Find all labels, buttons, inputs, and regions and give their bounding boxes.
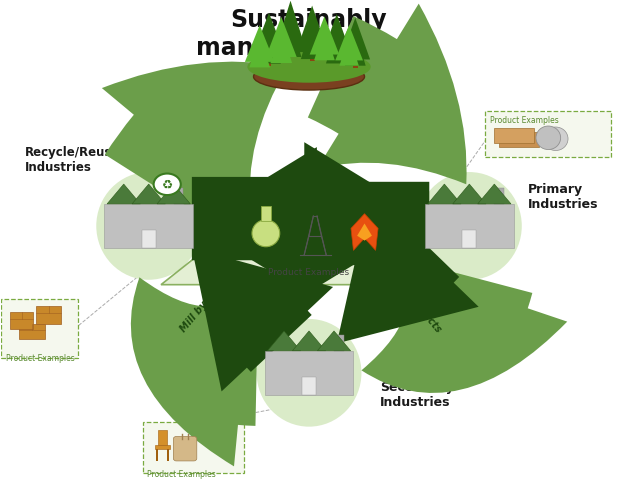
FancyBboxPatch shape (485, 111, 611, 158)
Text: Product Examples: Product Examples (147, 470, 216, 479)
Polygon shape (296, 5, 328, 52)
Polygon shape (252, 13, 286, 57)
Bar (19, 324, 45, 338)
Polygon shape (161, 167, 457, 285)
Bar (462, 230, 476, 248)
Polygon shape (326, 27, 348, 63)
Polygon shape (292, 331, 326, 351)
Bar (158, 430, 167, 445)
Ellipse shape (248, 51, 371, 82)
FancyBboxPatch shape (173, 436, 197, 461)
Ellipse shape (97, 172, 201, 280)
Polygon shape (340, 18, 370, 59)
Bar (142, 230, 155, 248)
Bar (495, 189, 504, 204)
Polygon shape (271, 29, 292, 63)
Polygon shape (132, 184, 165, 204)
Polygon shape (428, 184, 461, 204)
Bar (302, 377, 316, 395)
Ellipse shape (252, 220, 280, 246)
Ellipse shape (254, 63, 365, 90)
Polygon shape (157, 184, 190, 204)
Bar (267, 55, 271, 66)
Polygon shape (266, 17, 297, 57)
Text: Mill by-products: Mill by-products (378, 260, 443, 334)
Bar (167, 449, 169, 461)
Polygon shape (257, 26, 281, 64)
Ellipse shape (417, 172, 522, 280)
Ellipse shape (536, 126, 561, 150)
Polygon shape (107, 184, 141, 204)
Bar (156, 449, 158, 461)
Polygon shape (321, 14, 352, 57)
Text: ♻: ♻ (162, 178, 173, 191)
Circle shape (154, 173, 181, 195)
Text: Secondary
Industries: Secondary Industries (380, 381, 454, 409)
Text: Primary
Industries: Primary Industries (528, 183, 599, 211)
Text: Sustainably
managed forests: Sustainably managed forests (196, 8, 422, 60)
Bar (334, 335, 344, 351)
FancyBboxPatch shape (1, 300, 78, 358)
Polygon shape (314, 28, 335, 60)
Bar (494, 128, 534, 143)
Bar (499, 132, 539, 147)
Text: Recycle/Reuse/Repurpose
Industries: Recycle/Reuse/Repurpose Industries (25, 146, 196, 174)
Polygon shape (310, 16, 339, 55)
Text: Mill by-products: Mill by-products (178, 260, 243, 334)
Polygon shape (275, 0, 306, 50)
Bar (174, 189, 183, 204)
Polygon shape (452, 184, 486, 204)
Text: Mill by-products: Mill by-products (259, 197, 360, 207)
Polygon shape (478, 184, 511, 204)
Ellipse shape (543, 127, 568, 151)
Bar (10, 312, 33, 329)
Bar (261, 206, 271, 221)
Bar (310, 50, 314, 61)
Polygon shape (318, 331, 350, 351)
Bar (155, 445, 170, 449)
FancyBboxPatch shape (142, 422, 245, 473)
Text: Product Examples: Product Examples (490, 116, 558, 125)
Polygon shape (267, 331, 301, 351)
Bar (425, 204, 514, 248)
Polygon shape (245, 25, 274, 62)
Bar (353, 57, 358, 68)
Ellipse shape (257, 319, 361, 427)
Polygon shape (335, 25, 363, 60)
Polygon shape (249, 36, 270, 67)
Text: Product Examples: Product Examples (269, 268, 350, 277)
Bar (104, 204, 193, 248)
Polygon shape (280, 15, 301, 57)
Polygon shape (357, 223, 372, 241)
Bar (37, 306, 61, 324)
Polygon shape (301, 20, 323, 59)
Polygon shape (339, 36, 359, 66)
Polygon shape (345, 30, 366, 66)
Bar (265, 351, 353, 395)
Polygon shape (351, 214, 378, 250)
Text: Product Examples: Product Examples (6, 354, 74, 363)
